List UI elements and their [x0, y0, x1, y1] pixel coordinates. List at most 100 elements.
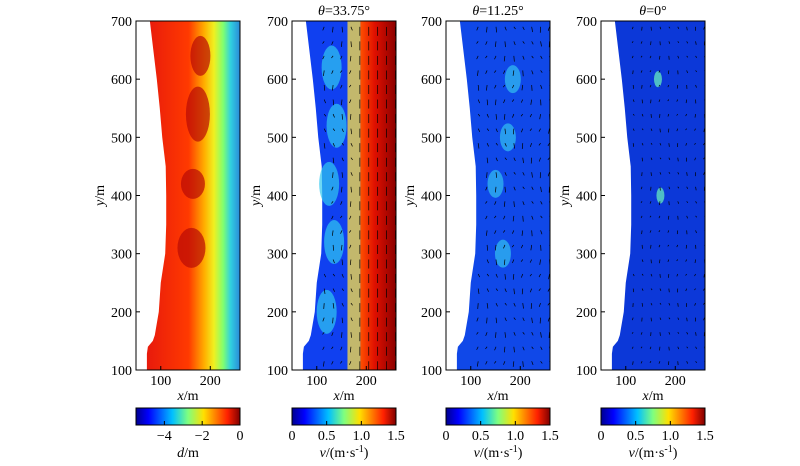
velocity-arrow: [668, 317, 671, 320]
velocity-arrow: [512, 230, 515, 234]
velocity-arrow: [703, 288, 705, 291]
x-tick-label: 200: [510, 374, 531, 389]
velocity-arrow: [485, 41, 488, 45]
velocity-arrow: [503, 244, 506, 249]
velocity-arrow: [531, 332, 534, 336]
velocity-arrow: [322, 331, 325, 335]
y-tick-label: 400: [267, 190, 288, 205]
velocity-arrow: [513, 157, 516, 162]
velocity-arrow: [685, 143, 688, 146]
velocity-arrow: [538, 142, 541, 146]
velocity-arrow: [540, 361, 543, 364]
velocity-arrow: [322, 41, 325, 44]
velocity-arrow: [495, 128, 498, 133]
velocity-arrow: [332, 26, 334, 33]
velocity-arrow: [512, 70, 515, 76]
panel-title: θ=11.25°: [472, 4, 523, 19]
velocity-arrow: [641, 303, 643, 307]
velocity-arrow: [349, 361, 352, 365]
y-tick-label: 300: [576, 248, 597, 263]
velocity-arrow: [540, 230, 543, 235]
velocity-arrow: [686, 332, 689, 335]
velocity-arrow: [649, 55, 652, 59]
y-axis-label: y/m: [93, 185, 108, 208]
velocity-arrow: [504, 41, 506, 48]
velocity-arrow: [530, 99, 533, 105]
velocity-arrow: [694, 273, 696, 277]
colorbar-tick-label: −4: [157, 429, 172, 444]
velocity-arrow: [685, 244, 688, 249]
velocity-arrow: [341, 26, 343, 33]
velocity-arrow: [513, 346, 515, 353]
velocity-arrow: [350, 41, 352, 48]
colorbar-tick-label: 0: [598, 429, 605, 444]
velocity-arrow: [659, 302, 662, 305]
velocity-arrow: [640, 361, 643, 364]
x-tick-label: 100: [460, 374, 481, 389]
velocity-arrow: [323, 70, 325, 76]
velocity-arrow: [512, 84, 515, 89]
velocity-arrow: [640, 201, 643, 203]
velocity-arrow: [641, 113, 644, 117]
velocity-arrow: [486, 303, 489, 309]
velocity-arrow: [485, 70, 488, 74]
velocity-arrow: [640, 332, 643, 335]
velocity-arrow: [477, 273, 481, 278]
velocity-arrow: [477, 143, 480, 149]
velocity-arrow: [538, 128, 541, 132]
velocity-arrow: [332, 244, 334, 251]
velocity-arrow: [640, 55, 643, 58]
velocity-arrow: [529, 113, 532, 118]
y-tick-label: 300: [111, 248, 132, 263]
velocity-arrow: [349, 259, 352, 266]
velocity-arrow: [486, 26, 488, 33]
colorbar: 0 0.5 1.0 1.5 v/(m·s-1): [443, 407, 559, 461]
velocity-arrow: [650, 273, 653, 277]
velocity-arrow: [531, 186, 534, 190]
x-tick-label: 200: [356, 374, 377, 389]
colorbar-label: v/(m·s-1): [320, 444, 369, 461]
velocity-arrow: [676, 99, 679, 102]
velocity-arrow: [685, 259, 687, 262]
velocity-arrow: [649, 215, 652, 218]
velocity-arrow: [522, 172, 525, 176]
velocity-arrow: [686, 70, 688, 74]
velocity-arrow: [340, 215, 343, 219]
velocity-arrow: [521, 84, 524, 91]
velocity-arrow: [658, 99, 661, 102]
colorbar: 0 0.5 1.0 1.5 v/(m·s-1): [598, 407, 714, 461]
velocity-arrow: [495, 186, 497, 193]
velocity-arrow: [676, 259, 679, 262]
velocity-arrow: [350, 317, 353, 322]
velocity-arrow: [547, 142, 550, 147]
velocity-arrow: [485, 215, 488, 220]
velocity-arrow: [632, 113, 635, 116]
velocity-arrow: [686, 55, 689, 58]
velocity-arrow: [531, 55, 534, 59]
velocity-arrow: [540, 41, 542, 47]
velocity-field: [456, 21, 550, 370]
velocity-arrow: [529, 128, 532, 132]
velocity-arrow: [703, 302, 705, 305]
velocity-arrow: [703, 317, 705, 321]
velocity-arrow: [686, 26, 688, 31]
velocity-arrow: [513, 317, 516, 321]
velocity-arrow: [495, 317, 498, 324]
velocity-arrow: [511, 99, 515, 102]
velocity-arrow: [677, 172, 680, 175]
velocity-arrow: [640, 70, 643, 73]
velocity-arrow: [495, 172, 498, 178]
velocity-arrow: [340, 55, 343, 60]
velocity-arrow: [341, 142, 344, 146]
velocity-arrow: [349, 346, 352, 353]
velocity-arrow: [348, 84, 352, 88]
velocity-arrow: [513, 186, 516, 191]
velocity-arrow: [521, 128, 524, 133]
y-tick-label: 700: [421, 15, 442, 30]
velocity-arrow: [668, 26, 671, 29]
velocity-arrow: [323, 99, 326, 104]
velocity-arrow: [676, 230, 679, 235]
velocity-arrow: [668, 157, 671, 160]
